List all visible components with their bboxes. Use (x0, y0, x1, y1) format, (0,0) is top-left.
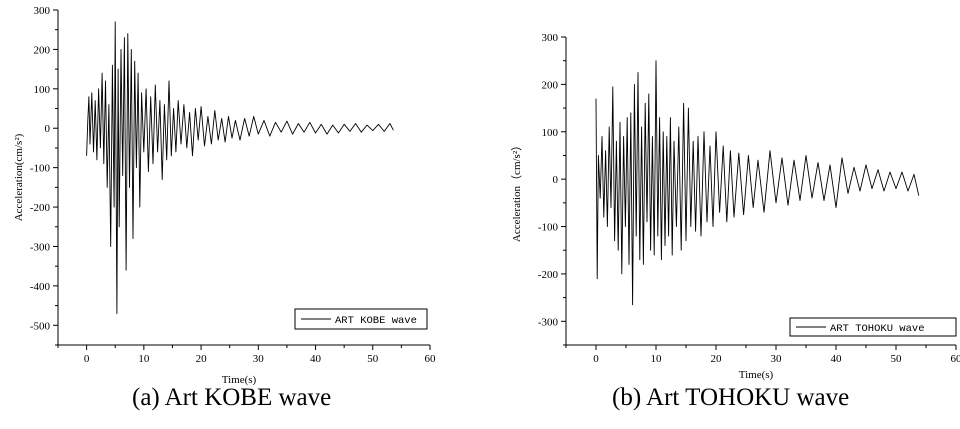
x-tick-label: 50 (367, 353, 379, 365)
x-tick-label: 30 (771, 353, 783, 365)
x-axis-title: Time(s) (222, 374, 257, 386)
y-tick-label: 300 (542, 32, 559, 44)
y-axis-title: Acceleration(cm/s²) (13, 133, 25, 221)
x-tick-label: 40 (310, 353, 322, 365)
y-tick-label: 300 (34, 5, 51, 17)
caption-kobe: (a) Art KOBE wave (132, 384, 332, 411)
legend-box (789, 317, 957, 337)
x-tick-label: 0 (593, 353, 599, 365)
y-tick-label: 100 (542, 127, 559, 139)
x-tick-label: 20 (711, 353, 723, 365)
y-tick-label: -400 (30, 281, 51, 293)
x-tick-label: 10 (651, 353, 663, 365)
y-tick-label: -300 (30, 241, 51, 253)
y-tick-label: -100 (538, 222, 559, 234)
y-tick-label: 100 (34, 84, 51, 96)
x-axis-title: Time(s) (739, 369, 774, 381)
y-tick-label: 200 (34, 44, 51, 56)
x-tick-label: 0 (84, 353, 90, 365)
x-tick-label: 60 (425, 353, 437, 365)
y-tick-label: 0 (553, 174, 559, 186)
x-tick-label: 20 (196, 353, 208, 365)
tohoku-chart: 0 10 20 30 40 50 60 300 200 100 0 -100 -200 -300 Time(… (510, 32, 960, 381)
y-tick-label: -200 (30, 202, 51, 214)
x-tick-label: 60 (951, 353, 960, 365)
x-tick-label: 10 (138, 353, 150, 365)
y-tick-label: -500 (30, 320, 51, 332)
legend-label: ART KOBE wave (335, 315, 417, 327)
legend-box (294, 308, 428, 330)
x-tick-label: 40 (831, 353, 843, 365)
x-tick-label: 50 (891, 353, 903, 365)
series-line (595, 60, 920, 306)
y-axis-title: Acceleration（cm/s²） (510, 140, 523, 242)
series-line (86, 21, 394, 314)
caption-tohoku: (b) Art TOHOKU wave (612, 384, 850, 411)
y-tick-label: 0 (45, 123, 51, 135)
y-tick-label: -300 (538, 316, 559, 328)
y-tick-label: 200 (542, 79, 559, 91)
y-tick-label: -200 (538, 269, 559, 281)
x-tick-label: 30 (253, 353, 265, 365)
legend-label: ART TOHOKU wave (830, 323, 925, 335)
kobe-chart: 0 10 20 30 40 50 60 300 200 100 0 -100 -200 -300 -400 -… (13, 5, 436, 386)
y-tick-label: -100 (30, 163, 51, 175)
